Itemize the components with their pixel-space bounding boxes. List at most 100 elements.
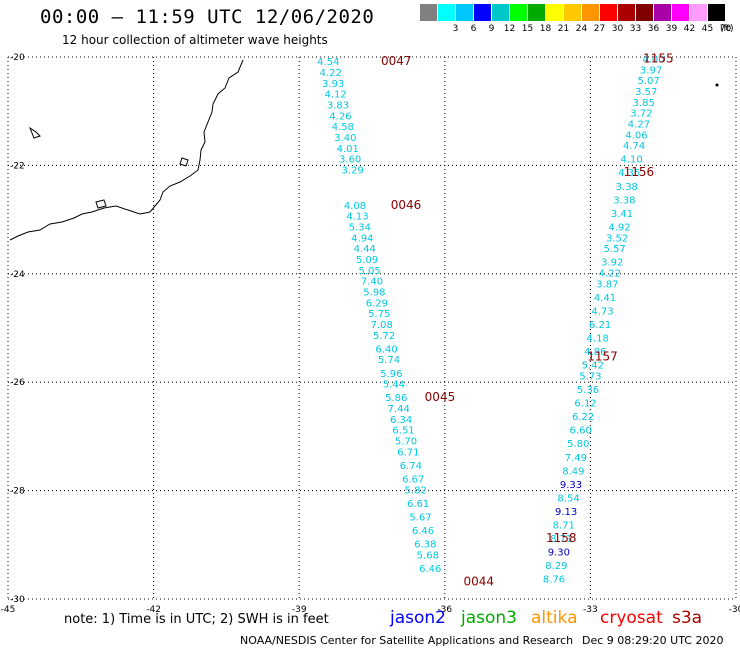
page-subtitle: 12 hour collection of altimeter wave hei… xyxy=(62,33,328,47)
wave-height-value: 5.73 xyxy=(579,371,601,382)
lon-tick-label: -36 xyxy=(437,605,452,615)
wave-height-value: 7.08 xyxy=(371,320,393,331)
wave-height-value: 3.87 xyxy=(596,279,618,290)
wave-height-value: 6.12 xyxy=(574,399,596,410)
wave-height-value: 5.98 xyxy=(363,287,385,298)
pass-time-label: 0045 xyxy=(425,390,456,404)
small-island xyxy=(715,83,719,87)
wave-height-value: 6.61 xyxy=(407,499,429,510)
lon-tick-label: -42 xyxy=(146,605,161,615)
wave-height-value: 6.71 xyxy=(397,447,419,458)
wave-height-value: 3.38 xyxy=(613,195,635,206)
wave-height-value: 8.54 xyxy=(557,493,579,504)
wave-height-value: 7.40 xyxy=(361,277,383,288)
legend-label: 45 xyxy=(701,24,714,34)
wave-height-value: 6.46 xyxy=(412,526,434,537)
wave-height-value: 5.67 xyxy=(409,512,431,523)
wave-height-value: 6.40 xyxy=(375,344,397,355)
legend-label: 6 xyxy=(470,24,477,34)
satellite-name: jason3 xyxy=(461,608,517,628)
wave-height-value: 5.09 xyxy=(356,255,378,266)
wave-height-value: 6.67 xyxy=(402,474,424,485)
pass-time-label: 0047 xyxy=(381,54,412,68)
pass-time-label: 1155 xyxy=(643,51,674,65)
wave-height-value: 3.72 xyxy=(630,109,652,120)
legend-label: 27 xyxy=(593,24,606,34)
wave-height-value: 4.58 xyxy=(332,122,354,133)
legend-label: 36 xyxy=(647,24,660,34)
wave-height-value: 4.22 xyxy=(320,68,342,79)
wave-height-value: 6.60 xyxy=(570,426,592,437)
lat-tick-label: -22 xyxy=(10,161,25,171)
legend-swatch xyxy=(564,4,581,21)
wave-height-value: 7.44 xyxy=(388,404,410,415)
lat-tick-label: -28 xyxy=(10,487,25,497)
wave-height-value: 9.33 xyxy=(560,480,582,491)
island-outline xyxy=(95,199,107,209)
legend-label: 33 xyxy=(629,24,642,34)
wave-height-value: 5.75 xyxy=(368,309,390,320)
wave-height-value: 5.86 xyxy=(385,393,407,404)
wave-height-value: 5.96 xyxy=(380,369,402,380)
wave-height-value: 5.34 xyxy=(349,222,371,233)
wave-height-value: 4.18 xyxy=(587,334,609,345)
lat-tick-label: -26 xyxy=(10,378,25,388)
wave-height-value: 3.92 xyxy=(601,258,623,269)
lon-tick-label: -30 xyxy=(729,605,740,615)
wave-height-value: 3.52 xyxy=(606,233,628,244)
legend-swatch xyxy=(456,4,473,21)
legend-swatch xyxy=(600,4,617,21)
legend-swatch xyxy=(672,4,689,21)
legend-swatch xyxy=(690,4,707,21)
wave-height-value: 6.74 xyxy=(400,461,422,472)
satellite-name: altika xyxy=(531,608,578,628)
wave-height-value: 3.38 xyxy=(616,182,638,193)
legend-swatch xyxy=(618,4,635,21)
wave-height-value: 3.40 xyxy=(334,133,356,144)
wave-height-value: 5.05 xyxy=(358,266,380,277)
wave-height-value: 4.35 xyxy=(618,168,640,179)
legend-label: 39 xyxy=(665,24,678,34)
legend-swatch xyxy=(654,4,671,21)
wave-height-value: 4.54 xyxy=(317,57,339,68)
wave-height-value: 3.97 xyxy=(640,65,662,76)
legend-label: 24 xyxy=(575,24,588,34)
pass-time-label: 1158 xyxy=(546,531,577,545)
wave-height-value: 5.68 xyxy=(417,550,439,561)
legend-swatch xyxy=(708,4,725,21)
island-outline xyxy=(28,126,41,139)
wave-height-value: 9.13 xyxy=(555,507,577,518)
wave-height-value: 8.29 xyxy=(545,561,567,572)
wave-height-value: 8.49 xyxy=(562,466,584,477)
wave-height-value: 3.41 xyxy=(611,209,633,220)
wave-height-value: 4.74 xyxy=(623,141,645,152)
wave-height-value: 4.06 xyxy=(625,130,647,141)
wave-height-value: 4.22 xyxy=(599,269,621,280)
wave-height-value: 9.30 xyxy=(548,548,570,559)
wave-height-value: 5.74 xyxy=(378,355,400,366)
wave-height-value: 3.83 xyxy=(327,100,349,111)
pass-time-label: 1157 xyxy=(587,350,618,364)
legend-label: 3 xyxy=(452,24,459,34)
wave-height-value: 3.85 xyxy=(633,98,655,109)
legend-swatch xyxy=(474,4,491,21)
wave-height-value: 5.72 xyxy=(373,331,395,342)
legend-swatch xyxy=(636,4,653,21)
legend-swatch xyxy=(546,4,563,21)
wave-height-value: 6.38 xyxy=(414,540,436,551)
wave-height-value: 5.36 xyxy=(577,385,599,396)
credit-text: NOAA/NESDIS Center for Satellite Applica… xyxy=(240,634,574,647)
page-title: 00:00 – 11:59 UTC 12/06/2020 xyxy=(40,6,375,28)
lat-tick-label: -20 xyxy=(10,53,25,63)
wave-height-value: 8.76 xyxy=(543,575,565,586)
legend-unit: (ft) xyxy=(720,24,734,34)
wave-height-value: 4.44 xyxy=(354,244,376,255)
note-text: note: 1) Time is in UTC; 2) SWH is in fe… xyxy=(64,612,329,627)
legend-swatch xyxy=(528,4,545,21)
timestamp: Dec 9 08:29:20 UTC 2020 xyxy=(582,634,724,647)
legend-label: 70 xyxy=(719,24,732,34)
wave-height-value: 3.60 xyxy=(339,155,361,166)
wave-height-value: 5.80 xyxy=(567,439,589,450)
wave-height-value: 3.57 xyxy=(635,87,657,98)
